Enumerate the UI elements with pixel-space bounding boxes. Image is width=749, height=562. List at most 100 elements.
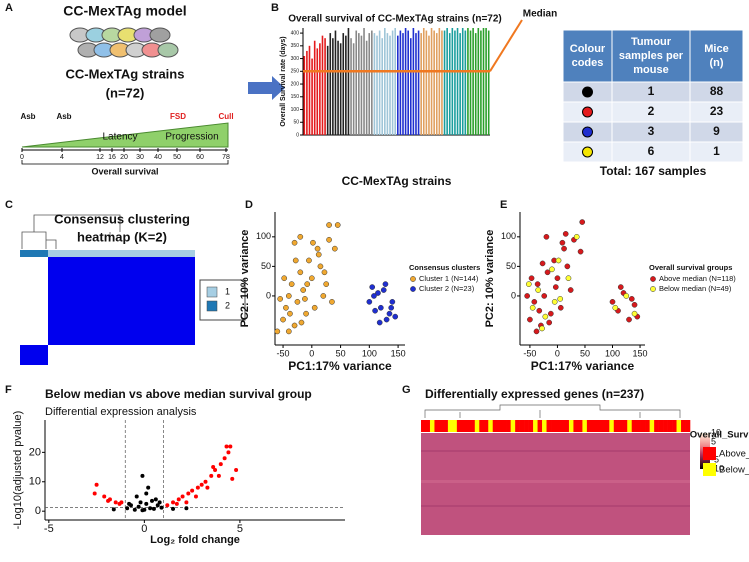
event-label: Asb: [20, 112, 35, 121]
point: [111, 507, 116, 512]
axis-label: Overall survival: [91, 166, 158, 176]
point: [311, 304, 318, 311]
violin: [339, 43, 342, 135]
violin: [303, 56, 306, 135]
point: [544, 269, 551, 276]
point: [609, 298, 616, 305]
violin: [464, 30, 467, 135]
violin: [477, 28, 480, 135]
point: [184, 506, 189, 511]
point: [230, 476, 235, 481]
point: [180, 494, 185, 499]
violin: [451, 28, 454, 135]
point: [382, 281, 389, 287]
point: [539, 260, 546, 267]
timeline-wedge: [21, 122, 229, 148]
point: [190, 488, 195, 493]
point: [314, 245, 321, 252]
annotation-cell: [488, 420, 494, 432]
point: [205, 485, 210, 490]
point: [92, 491, 97, 496]
violin: [409, 38, 412, 135]
point: [228, 444, 233, 449]
point: [527, 316, 533, 323]
violin: [443, 30, 446, 135]
x-tick-label: 50: [336, 348, 346, 358]
violin: [371, 30, 373, 135]
annotation-cell: [515, 420, 520, 432]
point: [193, 494, 198, 499]
annotation-cell: [551, 420, 556, 432]
violin: [425, 30, 428, 135]
violin: [389, 35, 391, 136]
table-mice: 23: [710, 104, 724, 118]
point: [224, 444, 229, 449]
colour-dot: [582, 126, 593, 138]
violin: [342, 33, 345, 135]
panel-label: C: [5, 199, 13, 211]
point: [551, 298, 558, 305]
point: [310, 239, 316, 246]
violin: [472, 28, 474, 135]
point: [561, 245, 567, 252]
violin: [435, 33, 438, 135]
violin: [308, 45, 311, 136]
point: [274, 328, 281, 335]
annotation-cell: [573, 420, 579, 432]
annotation-cell: [627, 420, 633, 432]
point: [329, 298, 335, 305]
timeline-tick-label: 30: [136, 154, 144, 161]
violin: [365, 40, 368, 135]
consensus-heatmap: [20, 214, 246, 365]
point: [146, 485, 151, 490]
panel-label: A: [5, 2, 13, 14]
legend-title: Consensus clusters: [409, 263, 480, 272]
point: [106, 498, 111, 503]
violin: [482, 28, 485, 135]
violin: [376, 35, 378, 136]
annotation-cell: [465, 420, 471, 432]
point: [334, 222, 341, 228]
violin: [396, 35, 399, 136]
point: [153, 497, 158, 502]
x-tick-label: 150: [391, 348, 406, 358]
violin: [358, 33, 360, 135]
point: [388, 304, 395, 311]
point: [320, 293, 327, 299]
table-header: codes: [572, 57, 604, 69]
annotation-cell: [519, 420, 525, 432]
point: [559, 239, 566, 246]
panel-label: G: [402, 384, 411, 396]
point: [209, 473, 214, 478]
table-samples: 6: [648, 144, 655, 158]
annotation-cell: [631, 420, 637, 432]
annotation-cell: [595, 420, 601, 432]
y-tick-label: 300: [291, 56, 300, 62]
timeline-tick-label: 78: [222, 154, 230, 161]
x-tick-label: 5: [237, 523, 243, 535]
timeline-tick-label: 60: [196, 154, 204, 161]
legend-swatch: [206, 300, 218, 312]
violin: [459, 33, 461, 135]
violin: [422, 28, 425, 135]
point: [297, 233, 304, 240]
annotation-cell: [640, 420, 646, 432]
violin: [480, 30, 482, 135]
y-axis-label: PC2: 10% variance: [239, 230, 251, 328]
violin: [321, 35, 324, 136]
violin: [394, 28, 397, 135]
point: [176, 497, 181, 502]
point: [140, 473, 145, 478]
survival-bracket: [21, 160, 229, 165]
y-tick-label: 200: [291, 81, 300, 87]
annotation-cell: [528, 420, 534, 432]
y-tick-label: 400: [291, 30, 300, 36]
violin: [485, 28, 487, 135]
violin: [474, 33, 477, 135]
point: [323, 281, 330, 287]
colorbar-tick: 5: [711, 436, 716, 446]
point: [617, 284, 624, 290]
point: [555, 257, 562, 264]
legend-marker: [650, 276, 656, 282]
point: [195, 485, 200, 490]
